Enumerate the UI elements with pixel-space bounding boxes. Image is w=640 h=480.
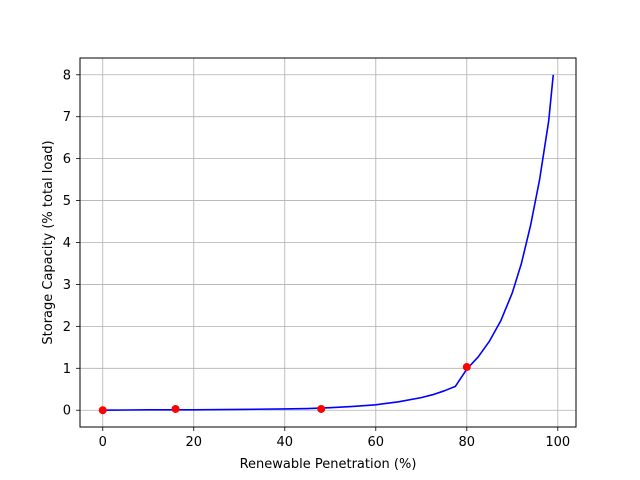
y-tick-label: 4 xyxy=(63,236,71,251)
scatter-point xyxy=(171,404,180,413)
y-axis-label: Storage Capacity (% total load) xyxy=(41,140,56,344)
scatter-point xyxy=(98,406,107,415)
grid xyxy=(80,58,576,427)
y-tick-label: 3 xyxy=(63,278,71,293)
scatter-point xyxy=(462,363,471,372)
x-tick-label: 20 xyxy=(185,435,202,450)
ticks: 0 20 40 60 80 100 0 1 2 3 4 5 6 7 8 xyxy=(63,68,570,450)
x-tick-label: 40 xyxy=(276,435,293,450)
scatter-point xyxy=(317,404,326,413)
x-tick-label: 60 xyxy=(368,435,385,450)
series-line xyxy=(102,74,555,412)
y-tick-label: 6 xyxy=(63,152,71,167)
x-axis-label: Renewable Penetration (%) xyxy=(240,457,417,472)
x-tick-label: 80 xyxy=(459,435,476,450)
x-tick-label: 0 xyxy=(99,435,107,450)
y-tick-label: 8 xyxy=(63,68,71,83)
y-tick-label: 2 xyxy=(63,320,71,335)
y-tick-label: 0 xyxy=(63,404,71,419)
series-layer xyxy=(98,74,555,415)
y-tick-label: 5 xyxy=(63,194,71,209)
y-tick-label: 1 xyxy=(63,362,71,377)
x-tick-label: 100 xyxy=(545,435,570,450)
y-tick-label: 7 xyxy=(63,110,71,125)
